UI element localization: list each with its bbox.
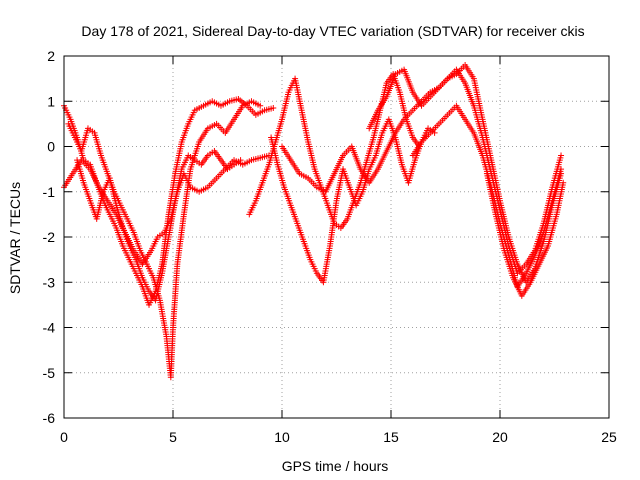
x-tick-label: 20 <box>492 429 508 445</box>
series-arc-6 <box>268 116 438 286</box>
y-tick-label: -2 <box>43 229 56 245</box>
data-points <box>61 62 567 381</box>
series-arc-1 <box>61 95 277 308</box>
x-tick-label: 0 <box>60 429 68 445</box>
x-tick-label: 10 <box>274 429 290 445</box>
y-axis-title: SDTVAR / TECUs <box>7 182 23 294</box>
series-arc-2 <box>65 98 264 381</box>
series-arc-10 <box>483 170 567 299</box>
y-tick-label: 0 <box>47 139 55 155</box>
y-tick-label: -4 <box>43 320 56 336</box>
y-tick-label: -5 <box>43 365 56 381</box>
x-axis-title: GPS time / hours <box>282 458 389 474</box>
chart-title: Day 178 of 2021, Sidereal Day-to-day VTE… <box>81 23 584 39</box>
y-axis-tick-labels: 2 1 0 -1 -2 -3 -4 -5 -6 <box>43 48 56 426</box>
grid-lines <box>64 56 609 418</box>
x-axis-tick-labels: 0 5 10 15 20 25 <box>60 429 617 445</box>
plot-frame <box>63 55 610 419</box>
x-tick-label: 15 <box>383 429 399 445</box>
data-point <box>270 105 277 112</box>
series-arc-4 <box>74 148 244 304</box>
data-point <box>237 157 244 164</box>
y-tick-label: -3 <box>43 274 56 290</box>
x-tick-label: 25 <box>601 429 617 445</box>
data-point <box>558 152 565 159</box>
data-point <box>560 179 567 186</box>
y-tick-label: -1 <box>43 184 56 200</box>
data-point <box>558 166 565 173</box>
series-arc-7 <box>279 66 565 277</box>
data-point <box>257 102 264 109</box>
x-tick-label: 5 <box>169 429 177 445</box>
series-arc-8 <box>366 62 565 286</box>
y-tick-label: -6 <box>43 410 56 426</box>
y-tick-label: 2 <box>47 48 55 64</box>
y-tick-label: 1 <box>47 93 55 109</box>
